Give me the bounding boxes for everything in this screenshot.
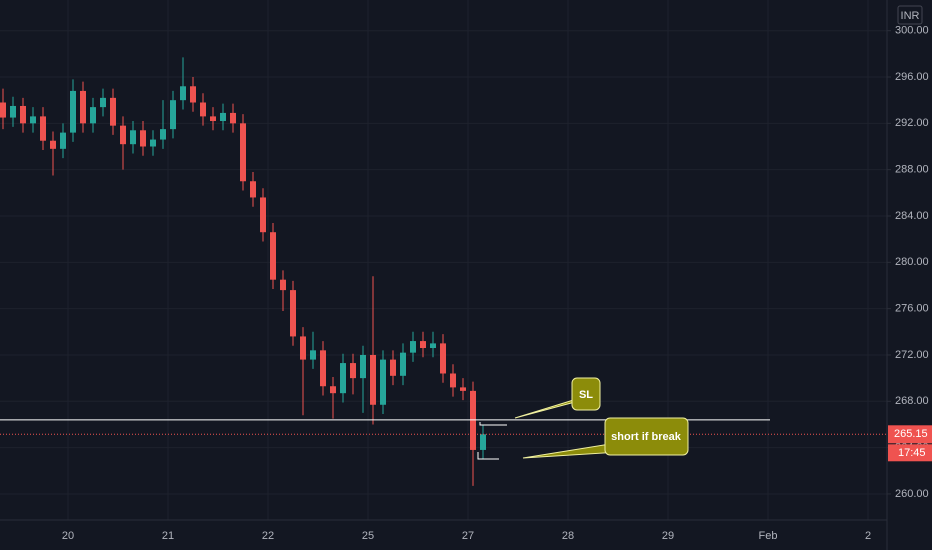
candle-body xyxy=(40,116,46,141)
candle-body xyxy=(290,290,296,337)
candle-body xyxy=(280,279,286,291)
annotation-text: SL xyxy=(579,389,593,401)
candle-body xyxy=(80,90,86,124)
x-tick-label: 22 xyxy=(262,530,274,542)
candle-body xyxy=(210,116,216,122)
x-tick-label: Feb xyxy=(759,530,778,542)
countdown-label: 17:45 xyxy=(898,447,926,459)
candle-body xyxy=(360,354,366,379)
x-tick-label: 21 xyxy=(162,530,174,542)
candle-body xyxy=(220,112,226,122)
callout-box xyxy=(571,377,601,411)
candle-body xyxy=(320,350,326,387)
y-tick-label: 276.00 xyxy=(895,303,929,315)
x-tick-label: 29 xyxy=(662,530,674,542)
candle-body xyxy=(70,90,76,133)
candle-body xyxy=(390,359,396,376)
candle-body xyxy=(230,112,236,124)
drawing-bracket xyxy=(479,422,507,426)
candle-body xyxy=(10,105,16,118)
candle-body xyxy=(0,102,7,118)
candle-body xyxy=(160,129,166,140)
candle-body xyxy=(480,434,486,450)
x-tick-label: 25 xyxy=(362,530,374,542)
annotations: SL short if break xyxy=(477,377,689,460)
candle-body xyxy=(110,97,116,126)
candle-body xyxy=(170,100,176,130)
candle-body xyxy=(20,105,26,124)
y-tick-label: 268.00 xyxy=(895,395,929,407)
y-tick-label: 288.00 xyxy=(895,164,929,176)
candle-body xyxy=(100,97,106,108)
y-tick-label: 272.00 xyxy=(895,349,929,361)
candle-body xyxy=(260,197,266,233)
candle-body xyxy=(120,125,126,145)
candle-body xyxy=(460,387,466,391)
x-tick-label: 20 xyxy=(62,530,74,542)
candle-body xyxy=(140,130,146,147)
candle-body xyxy=(380,359,386,405)
y-tick-label: 284.00 xyxy=(895,210,929,222)
candle-body xyxy=(430,343,436,349)
candle-body xyxy=(420,341,426,349)
candle-body xyxy=(450,373,456,388)
candle-body xyxy=(370,354,376,405)
candle-body xyxy=(250,181,256,198)
candle-body xyxy=(410,341,416,353)
x-tick-label: 2 xyxy=(865,530,871,542)
candle-body xyxy=(240,123,246,182)
currency-box[interactable] xyxy=(897,5,923,25)
y-tick-label: 296.00 xyxy=(895,71,929,83)
candle-body xyxy=(470,390,476,450)
candle-body xyxy=(310,350,316,360)
candle-body xyxy=(90,107,96,124)
candles xyxy=(0,57,887,486)
candle-body xyxy=(180,86,186,101)
candle-body xyxy=(30,116,36,124)
y-tick-label: 300.00 xyxy=(895,25,929,37)
currency: INR xyxy=(901,10,920,22)
callout-box xyxy=(604,417,689,456)
grid xyxy=(0,0,887,520)
candle-body xyxy=(350,363,356,379)
y-tick-label: 292.00 xyxy=(895,117,929,129)
candle-body xyxy=(340,363,346,394)
candle-body xyxy=(440,343,446,374)
candle-body xyxy=(300,336,306,360)
candle-body xyxy=(270,232,276,280)
y-tick-label: 260.00 xyxy=(895,488,929,500)
annotation-text: short if break xyxy=(611,431,682,443)
countdown-box xyxy=(888,444,932,462)
last-price-label: 265.15 xyxy=(894,428,928,440)
last-price-box xyxy=(888,425,932,444)
candle-body xyxy=(60,132,66,149)
y-tick-label: 280.00 xyxy=(895,256,929,268)
candle-body xyxy=(150,139,156,147)
drawing-bracket xyxy=(477,452,499,460)
x-tick-label: 28 xyxy=(562,530,574,542)
candle-body xyxy=(190,86,196,103)
x-tick-label: 27 xyxy=(462,530,474,542)
candle-body xyxy=(50,140,56,149)
candle-body xyxy=(200,102,206,117)
candle-body xyxy=(130,130,136,145)
candle-body xyxy=(400,352,406,376)
candle-body xyxy=(330,386,336,394)
